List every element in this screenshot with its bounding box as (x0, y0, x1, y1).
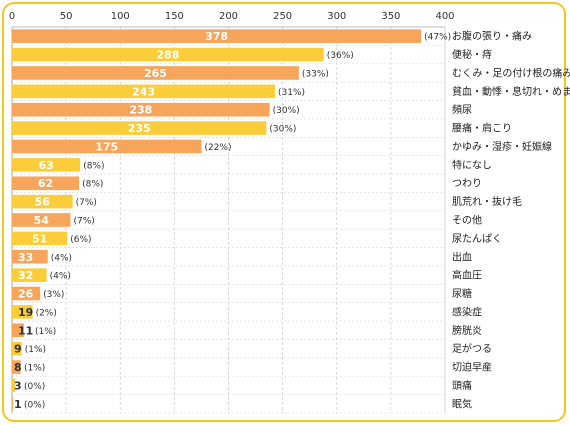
value-label: 11 (18, 324, 33, 337)
percent-label: (4%) (50, 272, 71, 282)
bar (12, 194, 73, 209)
value-label: 243 (132, 85, 155, 98)
bar (12, 213, 71, 227)
value-label: 235 (128, 122, 151, 135)
x-tick-label: 150 (165, 11, 184, 22)
bar (12, 286, 41, 301)
x-tick-label: 250 (273, 11, 292, 22)
percent-label: (7%) (76, 198, 97, 208)
category-label: 肌荒れ・抜け毛 (452, 195, 522, 208)
value-label: 175 (95, 140, 118, 153)
bar (12, 84, 276, 99)
percent-label: (2%) (36, 308, 57, 318)
category-label: 頻尿 (452, 103, 472, 116)
bar (12, 121, 267, 135)
value-label: 265 (144, 67, 167, 80)
percent-label: (47%) (424, 33, 451, 43)
category-label: 尿たんぱく (452, 233, 502, 245)
category-label: 出血 (452, 250, 472, 263)
bar (12, 360, 21, 374)
value-label: 51 (32, 232, 47, 245)
category-label: つわり (452, 178, 482, 190)
value-label: 378 (205, 30, 228, 43)
value-label: 8 (14, 361, 22, 374)
percent-label: (36%) (327, 51, 354, 61)
category-label: 膀胱炎 (452, 324, 482, 337)
x-tick-label: 50 (60, 11, 73, 22)
percent-label: (8%) (82, 180, 103, 190)
value-label: 26 (18, 288, 34, 301)
bar (12, 341, 22, 356)
value-label: 288 (156, 49, 179, 62)
percent-label: (31%) (278, 88, 305, 98)
value-label: 63 (38, 159, 53, 172)
value-label: 62 (38, 177, 53, 190)
x-tick-labels: 0 50 100 150 200 250 300 350 400 (9, 11, 455, 22)
bar (12, 249, 48, 264)
category-label: お腹の張り・痛み (452, 30, 532, 43)
percent-label: (1%) (25, 345, 46, 355)
category-label: 尿糖 (452, 287, 472, 300)
bar (12, 47, 324, 62)
value-label: 238 (129, 104, 152, 117)
percent-label: (8%) (83, 161, 104, 171)
grid-lines (11, 26, 446, 414)
category-label: かゆみ・湿疹・妊娠線 (452, 140, 552, 153)
category-label: 腰痛・肩こり (452, 122, 512, 135)
bar (12, 102, 270, 117)
percent-label: (1%) (24, 364, 45, 374)
category-label: 便秘・痔 (452, 48, 492, 61)
percent-label: (30%) (273, 106, 300, 116)
bar (12, 378, 16, 393)
bar (12, 268, 47, 282)
category-label: 眠気 (452, 397, 472, 410)
category-label: 切迫早産 (452, 361, 492, 374)
category-label: その他 (452, 214, 482, 227)
bar (12, 397, 14, 411)
percent-label: (0%) (24, 400, 45, 410)
x-tick-label: 350 (381, 11, 400, 22)
value-label: 54 (34, 214, 50, 227)
category-label: 感染症 (452, 305, 482, 318)
percent-label: (1%) (35, 327, 56, 337)
category-label: 貧血・動悸・息切れ・めまい (452, 85, 570, 98)
category-label: 特になし (452, 159, 492, 171)
percent-label: (0%) (24, 382, 45, 392)
bar (12, 158, 81, 172)
percent-label: (6%) (70, 235, 91, 245)
value-label: 3 (14, 379, 22, 392)
category-label: 頭痛 (452, 379, 472, 392)
percent-label: (33%) (302, 69, 329, 79)
bar-labels: 378 (47%) お腹の張り・痛み 288 (36%) 便秘・痔 265 (33%) むくみ・… (14, 30, 570, 411)
bars (12, 29, 422, 411)
bar (12, 66, 299, 80)
value-label: 33 (18, 251, 33, 264)
x-tick-label: 300 (327, 11, 346, 22)
value-label: 1 (14, 398, 22, 411)
bar (12, 139, 202, 154)
x-tick-label: 100 (111, 11, 130, 22)
percent-label: (3%) (43, 290, 64, 300)
x-tick-label: 0 (9, 11, 15, 22)
percent-label: (4%) (51, 253, 72, 263)
bar (12, 323, 24, 338)
bar (12, 305, 33, 319)
x-tick-label: 400 (435, 11, 454, 22)
category-label: 高血圧 (452, 269, 482, 282)
category-label: 足がつる (452, 342, 492, 355)
bar (12, 176, 80, 191)
x-tick-label: 200 (219, 11, 238, 22)
percent-label: (22%) (204, 143, 231, 153)
percent-label: (7%) (73, 217, 94, 227)
value-label: 56 (35, 196, 51, 209)
percent-label: (30%) (269, 125, 296, 135)
bar (12, 231, 68, 246)
value-label: 9 (14, 343, 22, 356)
category-label: むくみ・足の付け根の痛み (452, 66, 570, 79)
value-label: 19 (18, 306, 33, 319)
value-label: 32 (18, 269, 33, 282)
bar (12, 29, 422, 43)
